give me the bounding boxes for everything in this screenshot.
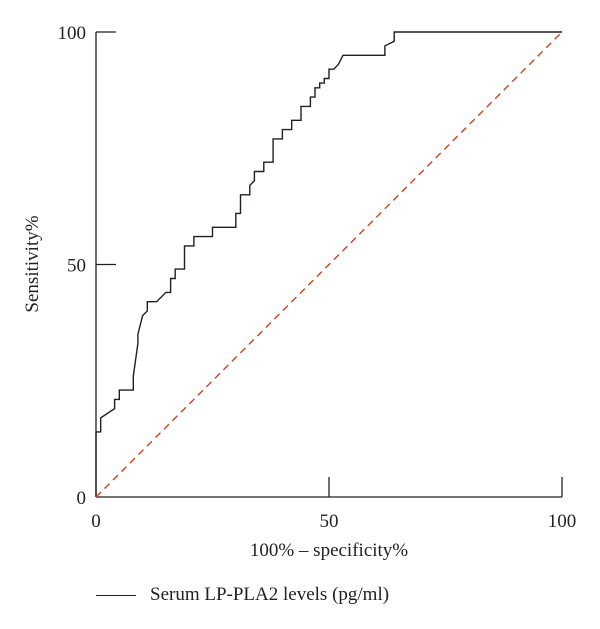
x-tick-label: 100 <box>548 511 577 532</box>
y-tick-label: 50 <box>67 256 86 277</box>
x-axis-title: 100% – specificity% <box>250 540 408 561</box>
reference-diagonal-line <box>95 31 563 498</box>
legend-label: Serum LP-PLA2 levels (pg/ml) <box>150 584 390 605</box>
y-tick-label: 0 <box>77 488 87 509</box>
y-tick-label: 100 <box>58 23 87 44</box>
x-tick-label: 50 <box>320 511 339 532</box>
x-tick-label: 0 <box>91 511 101 532</box>
legend-line-swatch <box>96 594 136 596</box>
y-axis-title: Sensitivity% <box>22 215 43 312</box>
legend: Serum LP-PLA2 levels (pg/ml) <box>96 583 389 607</box>
roc-curve-line <box>95 31 562 497</box>
series-layer <box>95 31 563 498</box>
ticks: 0 50 100 0 50 100 <box>58 23 577 532</box>
